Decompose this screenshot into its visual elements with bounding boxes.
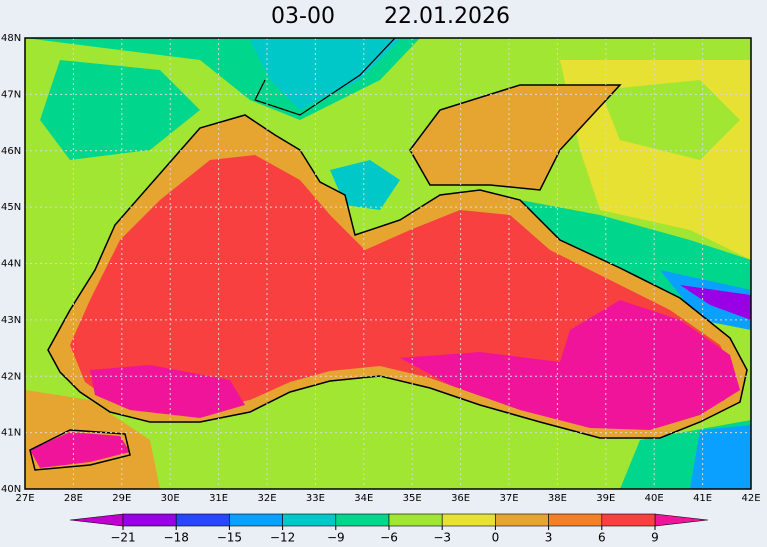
lon-label: 32E [257,493,276,504]
colorbar-under [69,513,124,527]
lat-label: 45N [1,202,21,213]
colorbar-segment [601,513,656,527]
lon-label: 28E [64,493,83,504]
colorbar-segment [282,513,337,527]
field [25,38,751,489]
colorbar-label: −12 [270,531,295,545]
lon-label: 40E [645,493,664,504]
colorbar-label: −6 [380,531,398,545]
time-label: 03-00 [271,4,335,29]
colorbar-label: 9 [651,531,659,545]
field-area [690,425,751,489]
lon-label: 39E [596,493,615,504]
colorbar-segment [335,513,390,527]
lat-label: 48N [1,33,21,44]
sea-area [90,365,245,418]
lat-label: 46N [1,146,21,157]
field-area [680,285,751,320]
lat-label: 43N [1,315,21,326]
colorbar-segment [495,513,549,527]
map-frame [24,37,752,490]
colorbar-label: −15 [217,531,242,545]
lon-label: 35E [403,493,422,504]
colorbar-label: 6 [598,531,606,545]
grid [25,38,751,489]
colorbar-segment [441,513,496,527]
lat-label: 41N [1,428,21,439]
colorbar-label: −18 [164,531,189,545]
colorbar-segment [175,513,230,527]
lat-label: 42N [1,371,21,382]
lon-label: 42E [741,493,760,504]
colorbar-segment [548,513,603,527]
lon-label: 37E [499,493,518,504]
colorbar-label: −9 [327,531,345,545]
lon-label: 38E [548,493,567,504]
date-label: 22.01.2026 [384,4,510,29]
lon-label: 30E [161,493,180,504]
lon-label: 34E [354,493,373,504]
colorbar: −21 −18 −15 −12 −9 −6 −3 0 3 6 9 [69,513,709,545]
coastline [29,84,748,471]
border-line [254,38,396,116]
lon-label: 41E [693,493,712,504]
field-area [40,60,200,160]
field-area [600,80,740,160]
field-area [250,40,400,110]
lon-label: 27E [15,493,34,504]
lat-label: 40N [1,484,21,495]
sea-area [400,300,740,430]
lon-label: 31E [209,493,228,504]
field-area [330,160,400,210]
lat-label: 47N [1,89,21,100]
colorbar-segment [122,513,177,527]
colorbar-over [654,513,709,527]
sea-area [410,85,620,190]
colorbar-label: 3 [545,531,553,545]
colorbar-segment [229,513,283,527]
lon-label: 29E [112,493,131,504]
lon-label: 36E [451,493,470,504]
sea-area [30,432,130,468]
lat-label: 44N [1,259,21,270]
colorbar-label: −3 [433,531,451,545]
lon-label: 33E [306,493,325,504]
colorbar-segment [388,513,443,527]
colorbar-label: 0 [492,531,500,545]
colorbar-label: −21 [110,531,135,545]
